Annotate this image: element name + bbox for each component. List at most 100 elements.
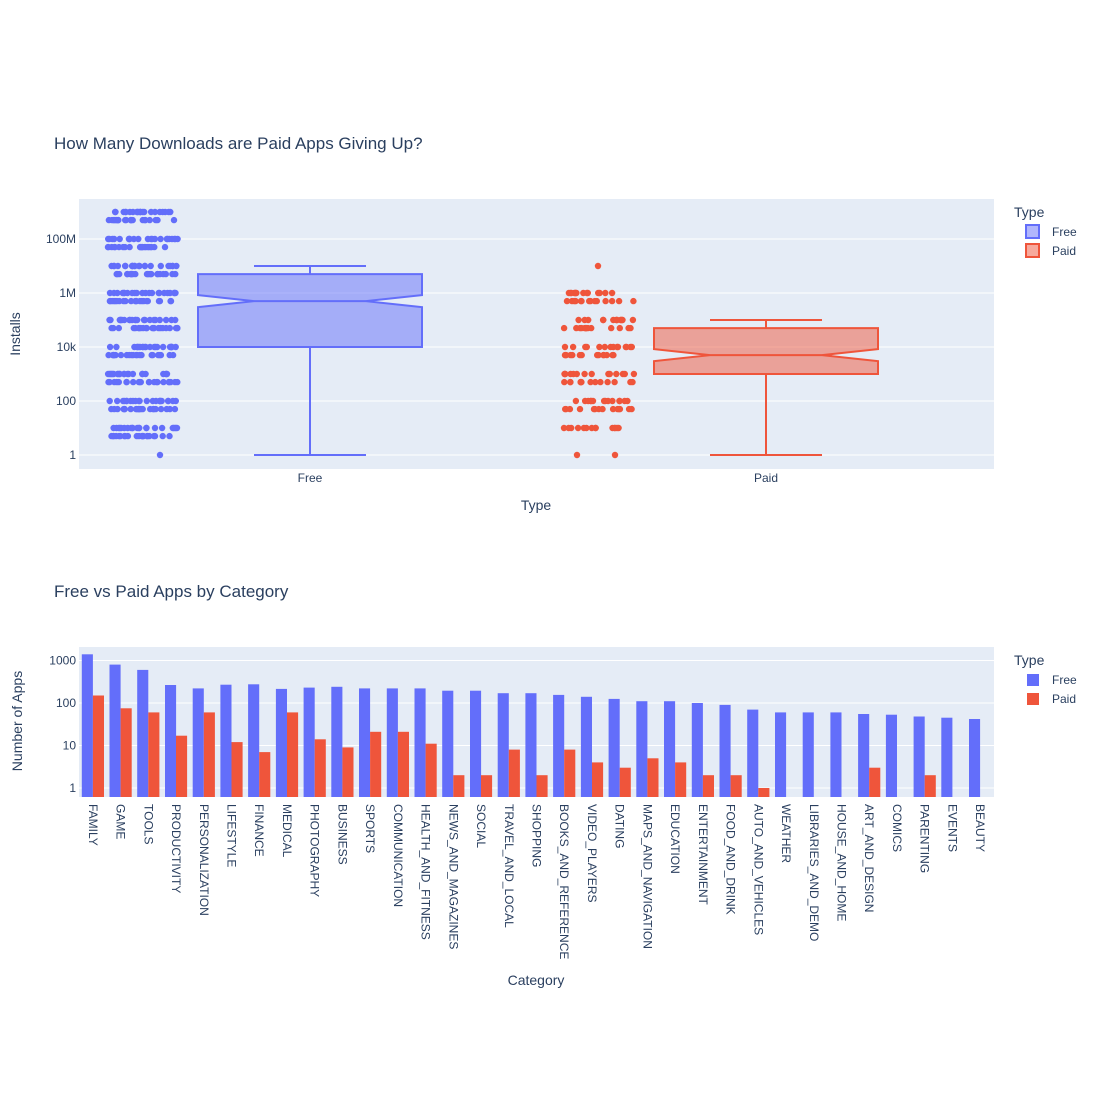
box-point <box>167 297 175 305</box>
box-point <box>119 243 127 251</box>
box-legend-items[interactable]: Free Paid <box>1025 224 1077 258</box>
bar-free <box>802 712 814 797</box>
bar-legend-items[interactable]: Free Paid <box>1027 673 1077 706</box>
box-point <box>141 262 149 270</box>
box-point <box>609 351 616 359</box>
bar-paid <box>453 775 465 797</box>
box-point <box>161 243 169 251</box>
box-point <box>147 208 155 216</box>
box-point <box>172 289 179 297</box>
box-point <box>151 432 159 440</box>
bar-paid <box>259 752 271 797</box>
box-point <box>608 324 615 332</box>
box-point <box>150 324 158 332</box>
bar-free <box>275 688 287 797</box>
box-point <box>121 262 129 270</box>
box-point <box>166 432 173 440</box>
box-point <box>112 216 120 224</box>
box-point <box>577 297 585 305</box>
box-point <box>120 208 127 216</box>
bar-x-tick-label: COMMUNICATION <box>391 804 405 907</box>
box-y-tick-label: 100 <box>56 394 76 408</box>
bar-free <box>165 685 177 797</box>
box-point <box>567 351 574 359</box>
bar-free <box>580 696 592 797</box>
bar-free <box>830 712 842 797</box>
bar-x-tick-label: SPORTS <box>363 804 377 853</box>
box-point <box>146 289 153 297</box>
box-point <box>123 378 130 386</box>
box-point <box>115 378 123 386</box>
box-point <box>595 351 602 359</box>
box-point <box>120 297 127 305</box>
box-point <box>139 208 146 216</box>
bar-x-tick-label: WEATHER <box>779 804 793 863</box>
box-point <box>616 397 623 405</box>
box-point <box>594 262 602 270</box>
box-point <box>169 424 176 432</box>
bar-paid <box>148 712 160 797</box>
box-point <box>590 405 598 413</box>
box-point <box>108 324 115 332</box>
bar-paid <box>536 775 548 797</box>
bar-x-tick-label: TRAVEL_AND_LOCAL <box>502 804 516 928</box>
box-legend[interactable]: Type Free Paid <box>1014 204 1077 258</box>
bar-free <box>636 701 648 797</box>
box-point <box>162 270 169 278</box>
bar-x-tick-label: EVENTS <box>945 804 959 852</box>
box-point <box>627 378 634 386</box>
box-point <box>573 370 580 378</box>
box-point <box>125 235 133 243</box>
box-point <box>606 370 613 378</box>
bar-x-tick-label: PARENTING <box>918 804 932 873</box>
bar-free <box>525 693 537 797</box>
bar-x-tick-label: BUSINESS <box>335 804 349 865</box>
box-point <box>565 424 572 432</box>
box-boxes <box>197 265 879 456</box>
bar-paid <box>287 712 299 797</box>
bar-free <box>691 703 703 797</box>
box-point <box>562 405 569 413</box>
box-point <box>611 451 619 459</box>
box-point <box>581 370 588 378</box>
box-point <box>578 351 585 359</box>
bar-paid <box>730 775 742 797</box>
box-point <box>174 324 181 332</box>
box-point <box>122 216 130 224</box>
bar-free <box>775 712 787 797</box>
box-point <box>117 351 125 359</box>
box-point <box>160 378 167 386</box>
box-point <box>147 262 154 270</box>
legend-label-paid: Paid <box>1052 692 1076 706</box>
box-point <box>128 316 136 324</box>
box-point <box>127 216 135 224</box>
box-point <box>116 370 123 378</box>
bar-x-tick-label: PHOTOGRAPHY <box>308 804 322 897</box>
box-point <box>608 289 616 297</box>
box-point <box>159 432 166 440</box>
box-point <box>168 316 175 324</box>
box-point <box>157 405 165 413</box>
box-y-ticks: 1 100 10k 1M 100M <box>46 232 77 462</box>
box-point <box>596 289 603 297</box>
box-point <box>577 378 584 386</box>
box-point <box>136 424 143 432</box>
bar-y-tick-label: 1 <box>69 781 76 795</box>
box-point <box>166 324 173 332</box>
box-point <box>139 370 146 378</box>
box-point <box>609 405 617 413</box>
box-paid <box>653 327 879 375</box>
box-point <box>126 351 133 359</box>
box-x-tick-label: Paid <box>754 471 778 485</box>
box-point <box>154 343 161 351</box>
box-point <box>146 216 153 224</box>
box-point <box>561 343 569 351</box>
box-point <box>109 235 116 243</box>
box-point <box>615 297 623 305</box>
box-point <box>591 297 599 305</box>
bar-bars <box>81 654 981 797</box>
box-x-tick-label: Free <box>298 471 323 485</box>
bar-legend[interactable]: Type Free Paid <box>1014 652 1077 706</box>
bar-free <box>331 686 343 797</box>
box-point <box>588 370 595 378</box>
